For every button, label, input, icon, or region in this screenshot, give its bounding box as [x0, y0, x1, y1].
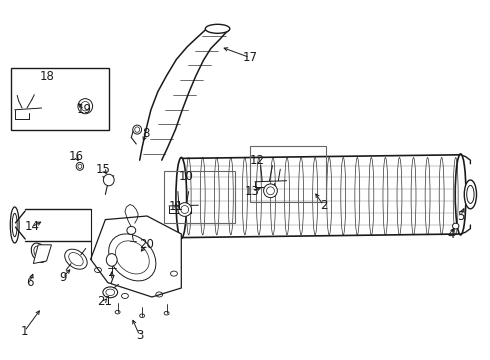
- Ellipse shape: [133, 125, 142, 134]
- Ellipse shape: [176, 158, 187, 238]
- Ellipse shape: [31, 243, 47, 262]
- Ellipse shape: [78, 99, 93, 114]
- Text: 12: 12: [250, 154, 265, 167]
- Ellipse shape: [10, 207, 19, 243]
- Ellipse shape: [264, 184, 277, 198]
- Text: 4: 4: [447, 228, 455, 240]
- Text: 13: 13: [245, 185, 260, 198]
- Polygon shape: [33, 245, 51, 264]
- Text: 14: 14: [24, 220, 39, 233]
- Text: 18: 18: [40, 70, 55, 83]
- Ellipse shape: [453, 223, 459, 229]
- Ellipse shape: [65, 249, 87, 269]
- Text: 2: 2: [319, 199, 327, 212]
- Text: 9: 9: [59, 271, 67, 284]
- Ellipse shape: [76, 162, 83, 170]
- Bar: [11, 68, 109, 130]
- Text: 11: 11: [169, 201, 184, 213]
- Text: 5: 5: [457, 210, 465, 222]
- Text: 17: 17: [243, 51, 257, 64]
- Ellipse shape: [178, 203, 192, 216]
- Ellipse shape: [465, 180, 476, 209]
- Text: 16: 16: [69, 150, 83, 163]
- Text: 21: 21: [97, 295, 112, 308]
- Text: 6: 6: [25, 276, 33, 289]
- Ellipse shape: [127, 226, 136, 234]
- Text: 8: 8: [142, 127, 150, 140]
- Text: 10: 10: [179, 170, 194, 183]
- Text: 1: 1: [21, 325, 28, 338]
- Text: 15: 15: [96, 163, 110, 176]
- Text: 20: 20: [140, 238, 154, 251]
- Bar: [250, 146, 326, 202]
- Ellipse shape: [106, 253, 117, 266]
- Text: 19: 19: [77, 103, 92, 116]
- Ellipse shape: [103, 287, 118, 298]
- Text: 3: 3: [136, 329, 144, 342]
- Text: 7: 7: [108, 274, 116, 287]
- Polygon shape: [91, 216, 181, 297]
- Bar: [164, 171, 235, 223]
- Ellipse shape: [455, 154, 466, 235]
- Ellipse shape: [103, 174, 114, 186]
- Ellipse shape: [205, 24, 230, 33]
